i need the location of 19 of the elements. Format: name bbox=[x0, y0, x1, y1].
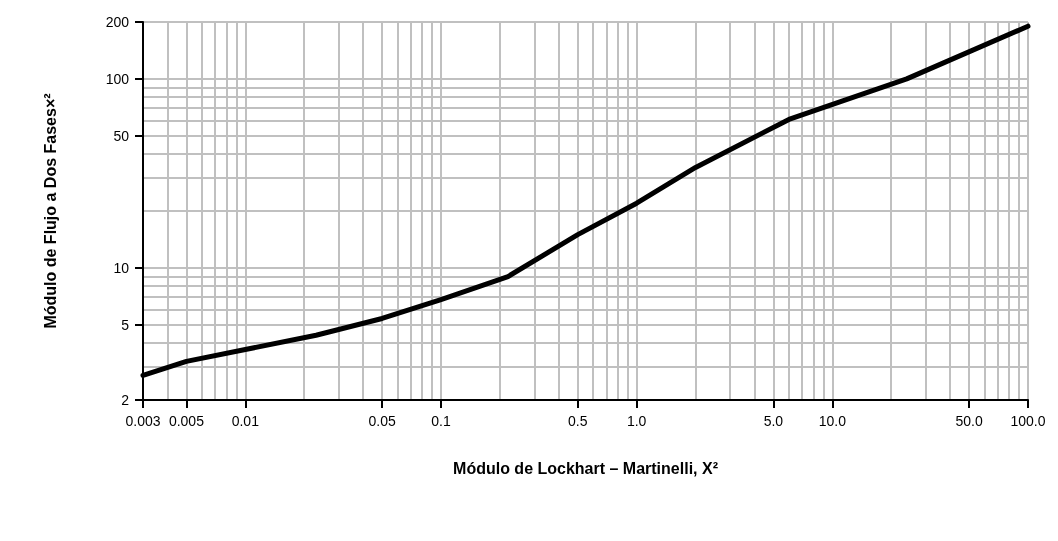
y-tick-label: 50 bbox=[113, 127, 130, 144]
y-tick-label: 10 bbox=[113, 259, 130, 276]
y-tick-label: 5 bbox=[121, 316, 130, 333]
x-tick-label: 0.5 bbox=[568, 413, 588, 429]
y-tick-label: 200 bbox=[105, 14, 130, 30]
x-tick-label: 100.0 bbox=[1010, 413, 1046, 429]
y-tick-label: 2 bbox=[121, 392, 130, 408]
y-axis-title: Módulo de Flujo a Dos Fases×² bbox=[41, 93, 59, 329]
x-tick-label: 0.05 bbox=[368, 413, 396, 429]
x-tick-label: 10.0 bbox=[818, 413, 847, 429]
x-axis-title: Módulo de Lockhart – Martinelli, X² bbox=[453, 459, 718, 477]
x-tick-label: 50.0 bbox=[955, 413, 983, 429]
x-tick-label: 0.005 bbox=[168, 413, 205, 429]
x-tick-label: 0.1 bbox=[431, 413, 451, 429]
y-tick-label: 100 bbox=[105, 70, 130, 87]
x-tick-label: 5.0 bbox=[763, 413, 784, 429]
x-tick-label: 0.01 bbox=[231, 413, 260, 429]
x-tick-label: 0.003 bbox=[125, 413, 161, 429]
x-tick-label: 1.0 bbox=[626, 413, 647, 429]
